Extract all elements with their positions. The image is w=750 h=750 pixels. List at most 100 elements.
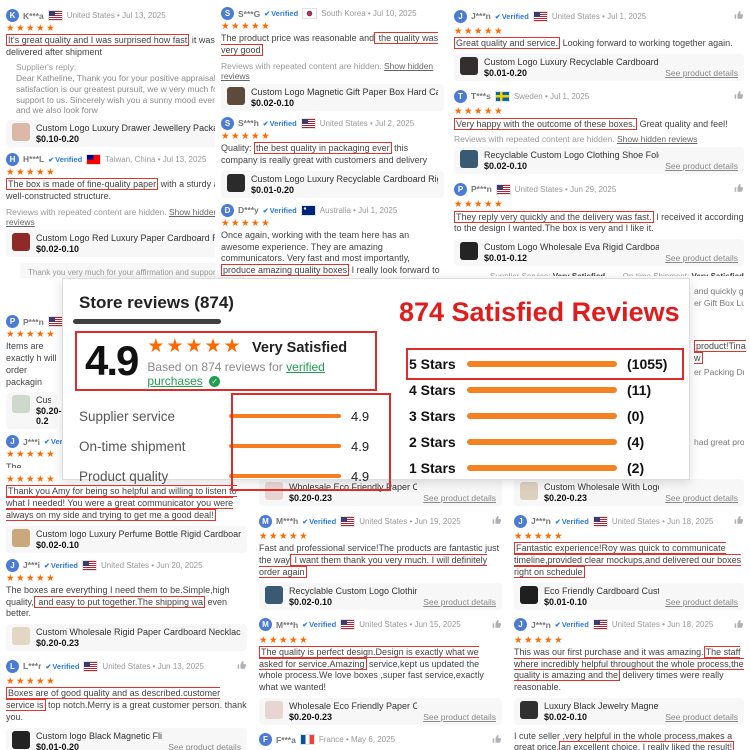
see-product-details-link[interactable]: See product details (665, 711, 738, 722)
product-card[interactable]: Custom W$0.20-0.2 (6, 392, 62, 430)
supplier-reply-card: Thank you very much for your affirmation… (20, 262, 244, 278)
store-reviews-title: Store reviews (874) (79, 293, 234, 312)
see-product-details-link[interactable]: See product details (665, 596, 738, 607)
partial-text: er Gift Box Luxu (694, 298, 744, 308)
rating-summary-line: Supplier Service: Very Satisfied (5 star… (490, 272, 744, 276)
avatar: J (6, 558, 19, 572)
review-text-highlight: an excellent choice. I really liked the … (559, 741, 735, 750)
verified-badge: Verified (264, 9, 298, 18)
review-text-highlight: Very happy with the outcome of these box… (454, 117, 638, 130)
review-meta: United States • Jun 20, 2025 (101, 560, 203, 570)
helpful-icon[interactable] (734, 180, 744, 198)
helpful-icon[interactable] (734, 616, 744, 634)
review-card: L L***rVerified United States • Jun 13, 20… (6, 657, 247, 724)
tab-indicator (73, 319, 221, 324)
product-title: Custom Logo Luxury Recyclable Cardboard … (484, 57, 659, 68)
show-hidden-reviews-link[interactable]: Show hidden reviews (221, 60, 434, 81)
helpful-icon[interactable] (734, 512, 744, 530)
product-title: Wholesale Eco Friendly Paper Custom Logo… (289, 700, 418, 711)
product-card[interactable]: Luxury Black Jewelry Magnetic Closure Pa… (514, 697, 744, 725)
see-product-details-link[interactable]: See product details (665, 161, 738, 172)
helpful-icon[interactable] (237, 657, 247, 675)
product-info: Luxury Black Jewelry Magnetic Closure Pa… (544, 701, 659, 722)
product-card[interactable]: Custom Wholesale Rigid Paper Cardboard N… (6, 624, 247, 651)
review-card: J J***iVerified ★★★★★The customer se (6, 435, 63, 470)
review-text-segment: I cute seller ,very helpful in the whole… (514, 730, 733, 750)
see-product-details-link[interactable]: See product details (423, 711, 496, 722)
country-flag (83, 660, 99, 672)
metric-bar (229, 474, 341, 478)
review-text: product!Tina w (694, 340, 746, 364)
product-title: Custom Logo Red Luxury Paper Cardboard R… (36, 232, 238, 243)
product-thumbnail (227, 173, 245, 192)
product-card[interactable]: Custom Logo Magnetic Gift Paper Box Hard… (221, 83, 444, 111)
review-header: J J***n Verified United States • Jun 18, 20… (514, 616, 744, 634)
star-rating: ★★★★★ (259, 531, 310, 542)
product-card[interactable]: Recyclable Custom Logo Clothing Shoe Fol… (454, 147, 744, 175)
review-header: H H***LVerified Taiwan, China • Jul 13, 20… (6, 152, 244, 166)
product-card[interactable]: Custom Logo Luxury Recyclable Cardboard … (454, 54, 744, 82)
product-card[interactable]: Custom Logo Wholesale Eva Rigid Cardboar… (454, 239, 744, 267)
see-product-details-link[interactable]: See product details (423, 493, 496, 503)
review-username: S***G (238, 8, 261, 19)
product-thumbnail (12, 395, 30, 414)
product-thumbnail (265, 700, 283, 719)
product-title: Custom Logo Luxury Drawer Jewellery Pack… (36, 122, 238, 133)
product-card[interactable]: Custom Logo Red Luxury Paper Cardboard R… (6, 229, 244, 257)
reply-label: Supplier's reply: (16, 61, 77, 72)
show-hidden-reviews-link[interactable]: Show hidden reviews (6, 206, 219, 227)
helpful-icon[interactable] (492, 731, 502, 749)
avatar: S (221, 116, 234, 130)
partial-text: and quickly got (694, 286, 744, 296)
metric-row-ontime-shipment: On-time shipment 4.9 (79, 438, 370, 454)
review-text: Thank you Amy for being so helpful and w… (6, 485, 247, 521)
see-product-details-link[interactable]: See product details (665, 493, 738, 503)
product-card[interactable]: Wholesale Eco Friendly Paper Custom Logo… (259, 479, 502, 506)
see-product-details-link[interactable]: See product details (423, 596, 496, 607)
review-text: They reply very quickly and the delivery… (454, 210, 744, 235)
product-info: Custom Logo Red Luxury Paper Cardboard R… (36, 233, 238, 254)
review-meta: United States • Jun 19, 2025 (359, 516, 461, 526)
product-card[interactable]: Recyclable Custom Logo Clothing Shoe Fol… (259, 582, 502, 610)
product-card[interactable]: Wholesale Eco Friendly Paper Custom Logo… (259, 697, 502, 725)
country-flag (82, 559, 97, 571)
product-info: Custom Wholesale Rigid Paper Cardboard N… (36, 627, 241, 648)
product-price: $0.20-0.23 (36, 638, 80, 648)
see-product-details-link[interactable]: See product details (168, 741, 241, 750)
review-header: J J***n Verified United States • Jul 1, 202… (454, 7, 744, 25)
product-card[interactable]: Custom logo Black Magnetic Flip Top Rigi… (6, 727, 247, 750)
helpful-icon[interactable] (734, 7, 744, 25)
review-header: K K***a United States • Jul 13, 2025 (6, 9, 244, 22)
product-price: $0.02-0.10 (484, 161, 528, 172)
review-meta: United States • Jul 13, 2025 (66, 11, 166, 20)
review-header: J J***iVerified United States • Jun 20, 20… (6, 558, 247, 572)
see-product-details-link[interactable]: See product details (665, 253, 738, 264)
partial-text: er Packing Draw (694, 367, 744, 378)
strip-col1-top: K K***a United States • Jul 13, 2025 ★★★★★ I… (0, 2, 250, 278)
product-card[interactable]: Custom logo Luxury Perfume Bottle Rigid … (6, 525, 247, 553)
helpful-icon[interactable] (734, 87, 744, 105)
product-card[interactable]: Eco Friendly Cardboard Custom Logo Magne… (514, 582, 744, 610)
star-distribution-chart: 5 Stars (1055) 4 Stars (11) 3 Stars (0) … (406, 348, 684, 481)
country-flag (340, 515, 356, 527)
product-title: Custom Wholesale Rigid Paper Cardboard N… (36, 627, 241, 637)
product-thumbnail (265, 585, 283, 604)
helpful-icon[interactable] (492, 512, 502, 530)
reply-text: Dear Katheline, Thank you for your posit… (16, 73, 240, 116)
helpful-icon[interactable] (492, 616, 502, 634)
overall-score-box: 4.9 ★★★★★ Very Satisfied Based on 874 re… (75, 331, 377, 391)
product-card[interactable]: Custom Wholesale With Logo Mini Drawer P… (514, 479, 744, 506)
review-text-highlight: I want them thank you very much. I will … (259, 554, 488, 578)
see-product-details-link[interactable]: See product details (665, 68, 738, 79)
product-title: Recyclable Custom Logo Clothing Shoe Fol… (289, 585, 418, 596)
product-title: Custom Logo Luxury Recyclable Cardboard … (251, 173, 438, 184)
show-hidden-reviews-link[interactable]: Show hidden reviews (617, 134, 698, 145)
product-card[interactable]: Custom Logo Luxury Drawer Jewellery Pack… (6, 119, 244, 147)
metric-row-product-quality: Product quality 4.9 (79, 468, 370, 484)
product-info: Custom W$0.20-0.2 (36, 395, 62, 426)
spacer (694, 379, 744, 435)
product-card[interactable]: Custom Logo Luxury Recyclable Cardboard … (221, 170, 444, 198)
review-text: It's great quality and I was surprised h… (6, 34, 244, 58)
verified-purchases-link[interactable]: verified purchases (147, 359, 325, 388)
